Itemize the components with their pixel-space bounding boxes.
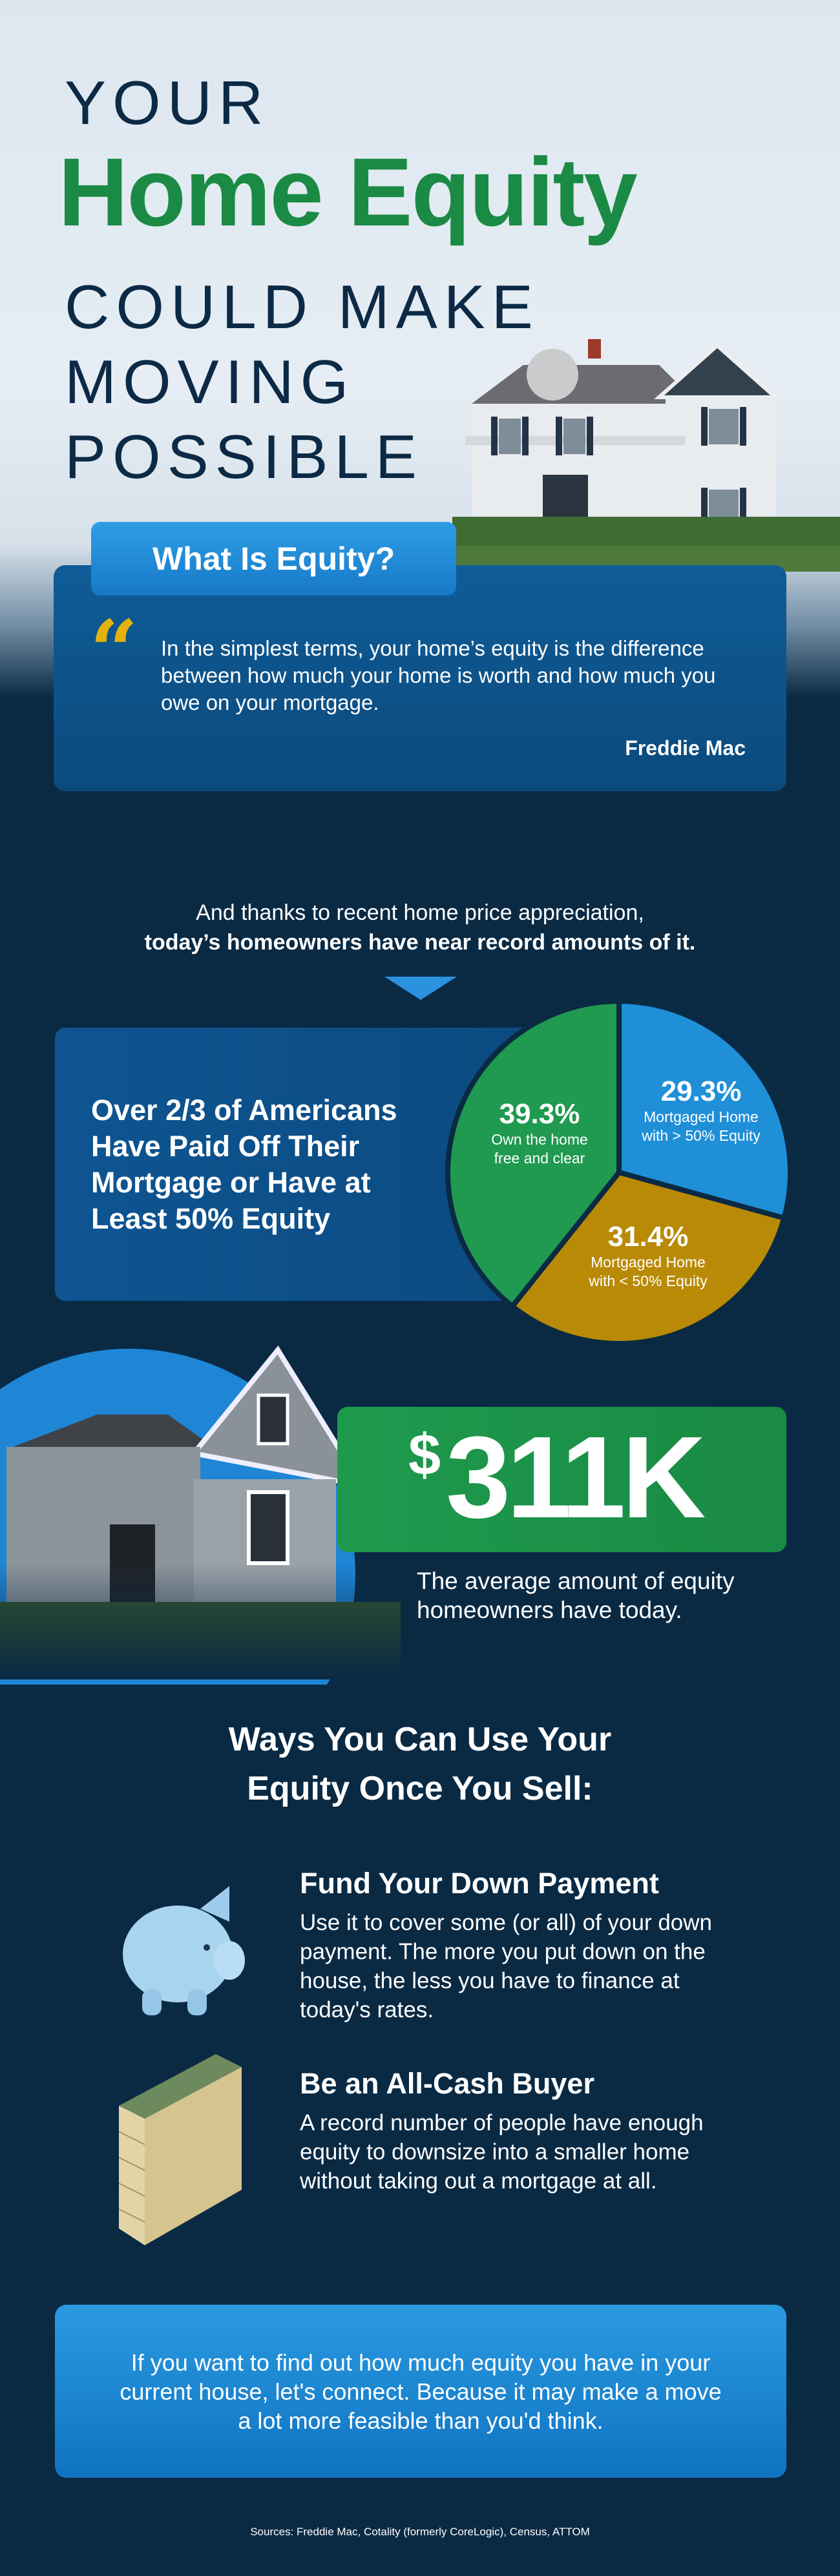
title-home-equity: Home Equity [58, 138, 638, 246]
pie-desc-over-50: Mortgaged Home with > 50% Equity [642, 1108, 761, 1144]
pie-slice-under-50 [509, 1169, 788, 1346]
intro-line-2: today’s homeowners have near record amou… [144, 930, 696, 955]
stat-heading: Over 2/3 of Americans Have Paid Off Thei… [91, 1094, 397, 1235]
average-equity-value: $311K [408, 1420, 706, 1536]
quote-source: Freddie Mac [625, 736, 746, 760]
what-is-equity-tab: What Is Equity? [91, 522, 456, 596]
intro-line-1: And thanks to recent home price apprecia… [196, 900, 644, 925]
cash-stack-icon [119, 2054, 242, 2245]
currency-symbol: $ [408, 1423, 441, 1488]
ways-heading: Ways You Can Use Your Equity Once You Se… [0, 1715, 840, 1813]
pie-label-over-50: 29.3% Mortgaged Home with > 50% Equity [630, 1075, 772, 1145]
pie-label-free-clear: 39.3% Own the home free and clear [481, 1098, 598, 1168]
piggy-bank-icon [123, 1886, 245, 2015]
cta-box: If you want to find out how much equity … [55, 2305, 786, 2478]
average-equity-box: $311K [337, 1407, 786, 1552]
intro-text: And thanks to recent home price apprecia… [0, 898, 840, 957]
way-title: Fund Your Down Payment [300, 1867, 659, 1900]
quote-mark-icon: “ [90, 601, 138, 700]
title-line-moving: MOVING [65, 348, 355, 417]
pie-label-under-50: 31.4% Mortgaged Home with < 50% Equity [577, 1221, 719, 1291]
pie-desc-free-clear: Own the home free and clear [491, 1131, 588, 1167]
sources-footnote: Sources: Freddie Mac, Cotality (formerly… [250, 2526, 590, 2538]
ways-heading-line-2: Equity Once You Sell: [247, 1770, 593, 1807]
pie-value-free-clear: 39.3% [499, 1098, 580, 1130]
down-arrow-icon [384, 977, 457, 1000]
way-body: Use it to cover some (or all) of your do… [300, 1910, 713, 2022]
way-item-down-payment: Fund Your Down Payment Use it to cover s… [300, 1867, 739, 2024]
ways-heading-line-1: Ways You Can Use Your [228, 1721, 612, 1758]
average-equity-caption: The average amount of equity homeowners … [417, 1568, 735, 1623]
title-line-your: YOUR [65, 68, 270, 138]
title-line-could-make: COULD MAKE [65, 273, 540, 342]
way-title: Be an All-Cash Buyer [300, 2067, 594, 2100]
cta-text: If you want to find out how much equity … [120, 2349, 722, 2434]
pie-desc-under-50: Mortgaged Home with < 50% Equity [589, 1254, 708, 1289]
hero-house-image [446, 339, 840, 572]
way-body: A record number of people have enough eq… [300, 2110, 704, 2194]
equity-definition-card: “ In the simplest terms, your home’s equ… [54, 565, 786, 791]
equity-pie-chart [445, 998, 793, 1346]
pie-slice-free-clear [445, 998, 622, 1310]
pie-value-under-50: 31.4% [607, 1221, 689, 1252]
way-item-all-cash: Be an All-Cash Buyer A record number of … [300, 2067, 739, 2196]
gray-house-image [0, 1345, 401, 1679]
equity-amount: 311K [446, 1413, 706, 1542]
coin-icon [527, 349, 578, 400]
equity-definition-quote: In the simplest terms, your home’s equit… [161, 636, 716, 714]
title-line-possible: POSSIBLE [65, 422, 423, 492]
pie-value-over-50: 29.3% [660, 1075, 742, 1107]
pie-slice-over-50 [616, 998, 793, 1221]
